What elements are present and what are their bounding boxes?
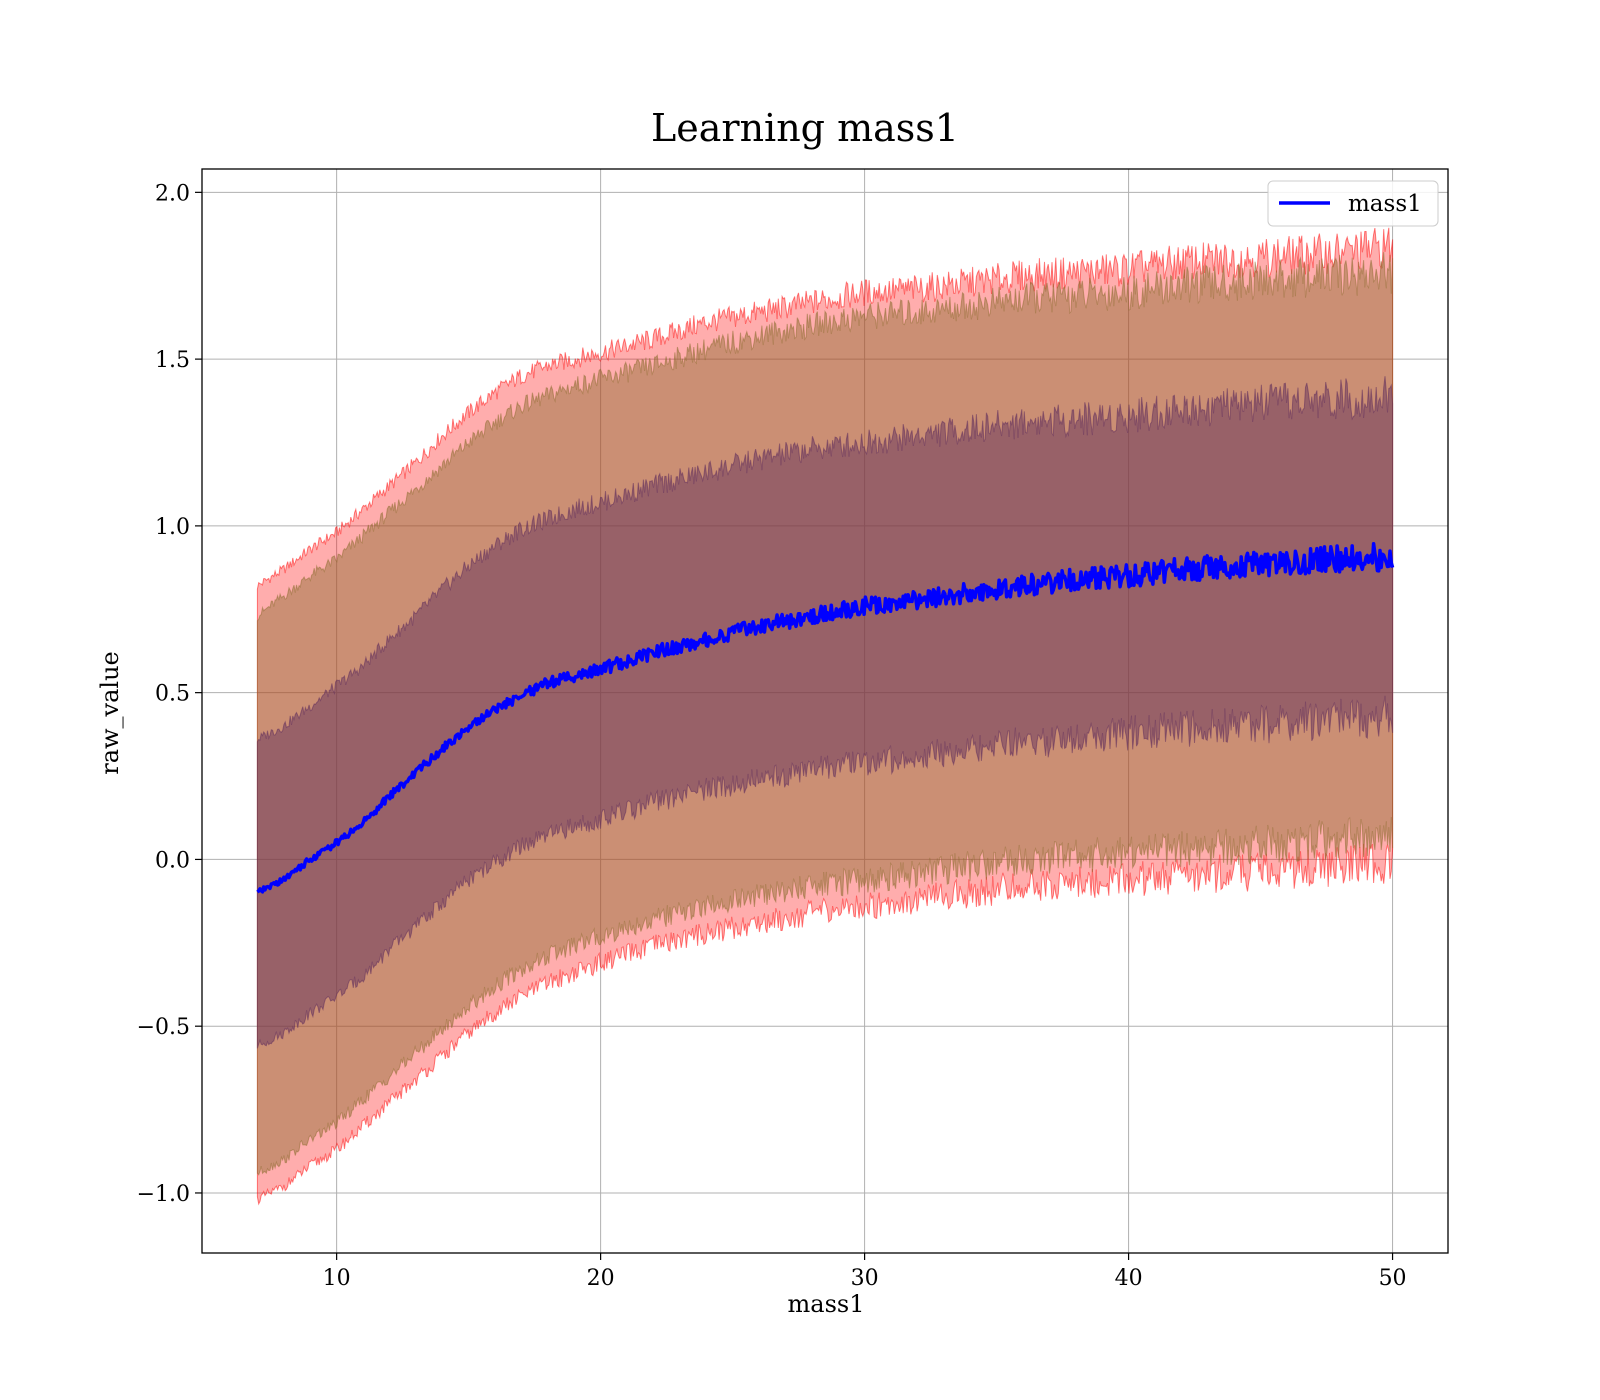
band-inner-band [256, 376, 1394, 1049]
legend: mass1 [1267, 180, 1439, 227]
y-axis-label: raw_value [96, 651, 124, 775]
x-tick-label: 40 [1115, 1266, 1143, 1291]
x-axis-label: mass1 [788, 1290, 865, 1318]
y-tick-label: 0.0 [155, 848, 190, 873]
y-tick-label: 1.0 [155, 515, 190, 540]
x-tick-label: 50 [1379, 1266, 1407, 1291]
y-tick-label: −0.5 [137, 1015, 190, 1040]
plot-frame [201, 168, 1449, 1254]
band-layer [256, 227, 1394, 1206]
chart-title: Learning mass1 [651, 106, 959, 150]
line-layer [256, 541, 1395, 894]
x-tick-label: 30 [851, 1266, 879, 1291]
tick-layer: 10 20 30 40 50 −1.0 −0.5 0.0 0.5 1.0 1.5 2.0 [137, 181, 1407, 1291]
band-middle-band [256, 252, 1394, 1176]
y-tick-label: 2.0 [155, 181, 190, 206]
x-tick-label: 20 [587, 1266, 615, 1291]
y-tick-label: 0.5 [155, 682, 190, 707]
x-tick-label: 10 [323, 1266, 351, 1291]
series-line-mass1 [256, 541, 1395, 894]
legend-box [1267, 180, 1439, 227]
y-tick-label: −1.0 [137, 1182, 190, 1207]
y-tick-label: 1.5 [155, 348, 190, 373]
legend-label-mass1: mass1 [1348, 191, 1422, 217]
